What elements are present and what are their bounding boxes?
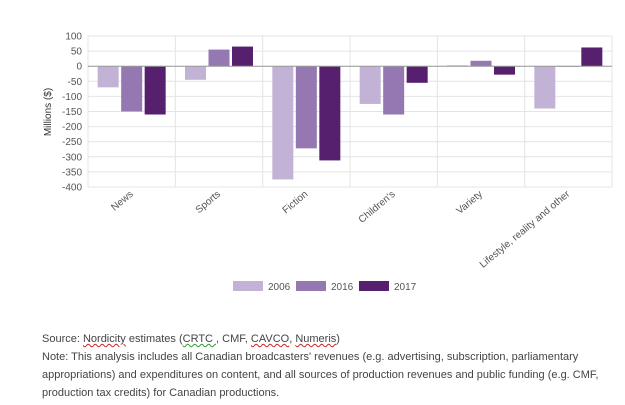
bar-2006[interactable] xyxy=(185,66,206,80)
source-line: Source: Nordicity estimates (CRTC , CMF,… xyxy=(42,330,602,348)
bar-2006[interactable] xyxy=(359,66,381,104)
legend-swatch xyxy=(296,281,326,291)
bar-2016[interactable] xyxy=(208,49,230,67)
source-numeris: Numeris xyxy=(295,333,337,345)
bar-2016[interactable] xyxy=(121,66,143,112)
source-suffix: ) xyxy=(336,333,340,345)
legend-label: 2006 xyxy=(268,282,291,293)
bar-2006[interactable] xyxy=(97,66,119,88)
x-category-label: Lifestyle, reality and other xyxy=(478,188,573,270)
x-category-label: Variety xyxy=(455,189,485,217)
source-cavco: CAVCO xyxy=(250,333,290,345)
gridlines xyxy=(87,35,613,188)
y-tick-label: -150 xyxy=(62,107,82,118)
bar-2017[interactable] xyxy=(406,66,428,83)
note-paragraph: Note: This analysis includes all Canadia… xyxy=(42,351,599,399)
y-tick-label: -400 xyxy=(62,183,82,194)
bar-2006[interactable] xyxy=(534,66,556,109)
x-axis-category-labels: News Sports Fiction Children's VarietyLifest… xyxy=(109,188,572,270)
bar-2017[interactable] xyxy=(319,66,341,161)
bar-2006[interactable] xyxy=(272,66,294,180)
legend-swatch xyxy=(233,281,263,291)
bar-2017[interactable] xyxy=(494,66,515,75)
bar-2017[interactable] xyxy=(144,66,166,115)
legend-label: 2017 xyxy=(394,282,417,293)
legend[interactable]: 2006 2016 2017 xyxy=(233,281,417,293)
source-text-2: , CMF, xyxy=(216,333,251,345)
notes-section: Source: Nordicity estimates (CRTC , CMF,… xyxy=(42,330,602,402)
source-text-1: estimates ( xyxy=(125,333,183,345)
bar-2016[interactable] xyxy=(383,66,405,115)
x-category-label: Sports xyxy=(194,189,223,216)
y-tick-label: -250 xyxy=(62,137,82,148)
bar-2016[interactable] xyxy=(295,66,317,149)
y-tick-label: -350 xyxy=(62,167,82,178)
bars xyxy=(97,46,603,180)
legend-item-2016[interactable]: 2016 xyxy=(296,281,354,293)
bar-chart: 100 50 0 -50 -100 -150 -200 -250 -300 -350 -400 Mi… xyxy=(43,32,613,293)
x-category-label: Fiction xyxy=(281,189,311,216)
legend-item-2017[interactable]: 2017 xyxy=(359,281,417,293)
y-tick-label: 50 xyxy=(71,47,83,58)
y-tick-label: -50 xyxy=(68,77,83,88)
y-tick-label: -300 xyxy=(62,152,82,163)
y-axis-label: Millions ($) xyxy=(43,88,54,136)
legend-item-2006[interactable]: 2006 xyxy=(233,281,291,293)
legend-label: 2016 xyxy=(331,282,354,293)
y-tick-label: 0 xyxy=(76,62,82,73)
bar-2016[interactable] xyxy=(470,60,492,67)
y-axis-ticks: 100 50 0 -50 -100 -150 -200 -250 -300 -350 -400 xyxy=(62,32,82,194)
x-category-label: Children's xyxy=(357,189,398,226)
x-category-label: News xyxy=(109,189,135,214)
source-nordicity: Nordicity xyxy=(82,333,126,345)
y-tick-label: 100 xyxy=(65,32,82,43)
source-prefix: Source: xyxy=(42,333,83,345)
y-tick-label: -200 xyxy=(62,122,82,133)
bar-2017[interactable] xyxy=(581,47,603,67)
legend-swatch xyxy=(359,281,389,291)
source-text-3: , xyxy=(289,333,296,345)
source-crtc: CRTC xyxy=(182,333,217,345)
bar-2017[interactable] xyxy=(232,46,253,67)
y-tick-label: -100 xyxy=(62,92,82,103)
